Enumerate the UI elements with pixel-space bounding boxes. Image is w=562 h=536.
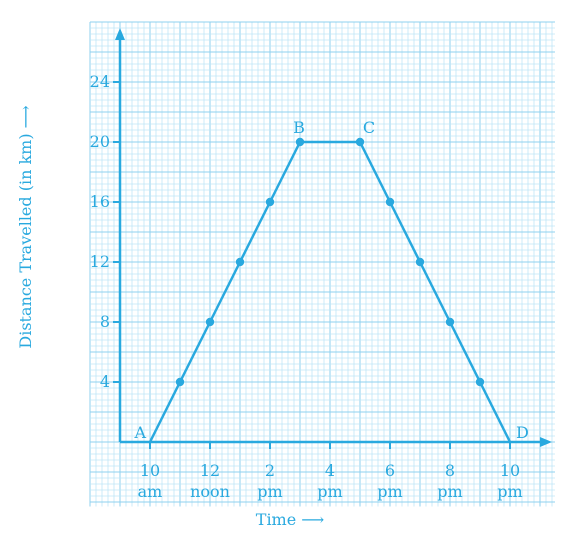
y-tick-label: 16 [90, 192, 110, 211]
data-point [205, 317, 215, 327]
point-label-b: B [293, 118, 305, 137]
series-line [148, 140, 512, 443]
x-tick-label: 2 [265, 461, 275, 480]
x-tick-label-sub: pm [497, 482, 522, 501]
x-tick-label: 10 [140, 461, 160, 480]
x-tick-label-sub: pm [257, 482, 282, 501]
y-tick-label: 8 [100, 312, 110, 331]
distance-line [148, 140, 512, 443]
data-points [175, 137, 485, 387]
data-point [295, 137, 305, 147]
data-point [475, 377, 485, 387]
x-tick-labels: 10 am 12 noon 2 pm 4 pm 6 pm 8 pm 10 pm [138, 442, 523, 501]
x-tick-label-sub: pm [437, 482, 462, 501]
point-label-a: A [133, 423, 146, 442]
y-tick-label: 20 [90, 132, 110, 151]
x-tick-label-sub: noon [190, 482, 230, 501]
x-axis-arrow [540, 437, 552, 447]
x-axis-label: Time ⟶ [256, 510, 325, 529]
y-tick-label: 12 [90, 252, 110, 271]
y-tick-labels: 4 8 12 16 20 24 [90, 72, 120, 391]
data-point [235, 257, 245, 267]
data-point [445, 317, 455, 327]
x-tick-label-sub: pm [377, 482, 402, 501]
y-axis-label: Distance Travelled (in km) ⟶ [16, 105, 35, 348]
data-point [175, 377, 185, 387]
y-axis-arrow [115, 28, 125, 40]
x-tick-label: 12 [200, 461, 220, 480]
x-tick-label: 10 [500, 461, 520, 480]
y-tick-label: 4 [100, 372, 110, 391]
x-tick-label: 6 [385, 461, 395, 480]
x-tick-label: 8 [445, 461, 455, 480]
grid [89, 21, 555, 507]
point-label-c: C [363, 118, 375, 137]
x-tick-label: 4 [325, 461, 335, 480]
data-point [355, 137, 365, 147]
data-point [385, 197, 395, 207]
point-labels: A B C D [133, 118, 528, 442]
y-tick-label: 24 [90, 72, 110, 91]
data-point [265, 197, 275, 207]
point-label-d: D [516, 423, 529, 442]
x-tick-label-sub: pm [317, 482, 342, 501]
data-point [415, 257, 425, 267]
x-tick-label-sub: am [138, 482, 163, 501]
